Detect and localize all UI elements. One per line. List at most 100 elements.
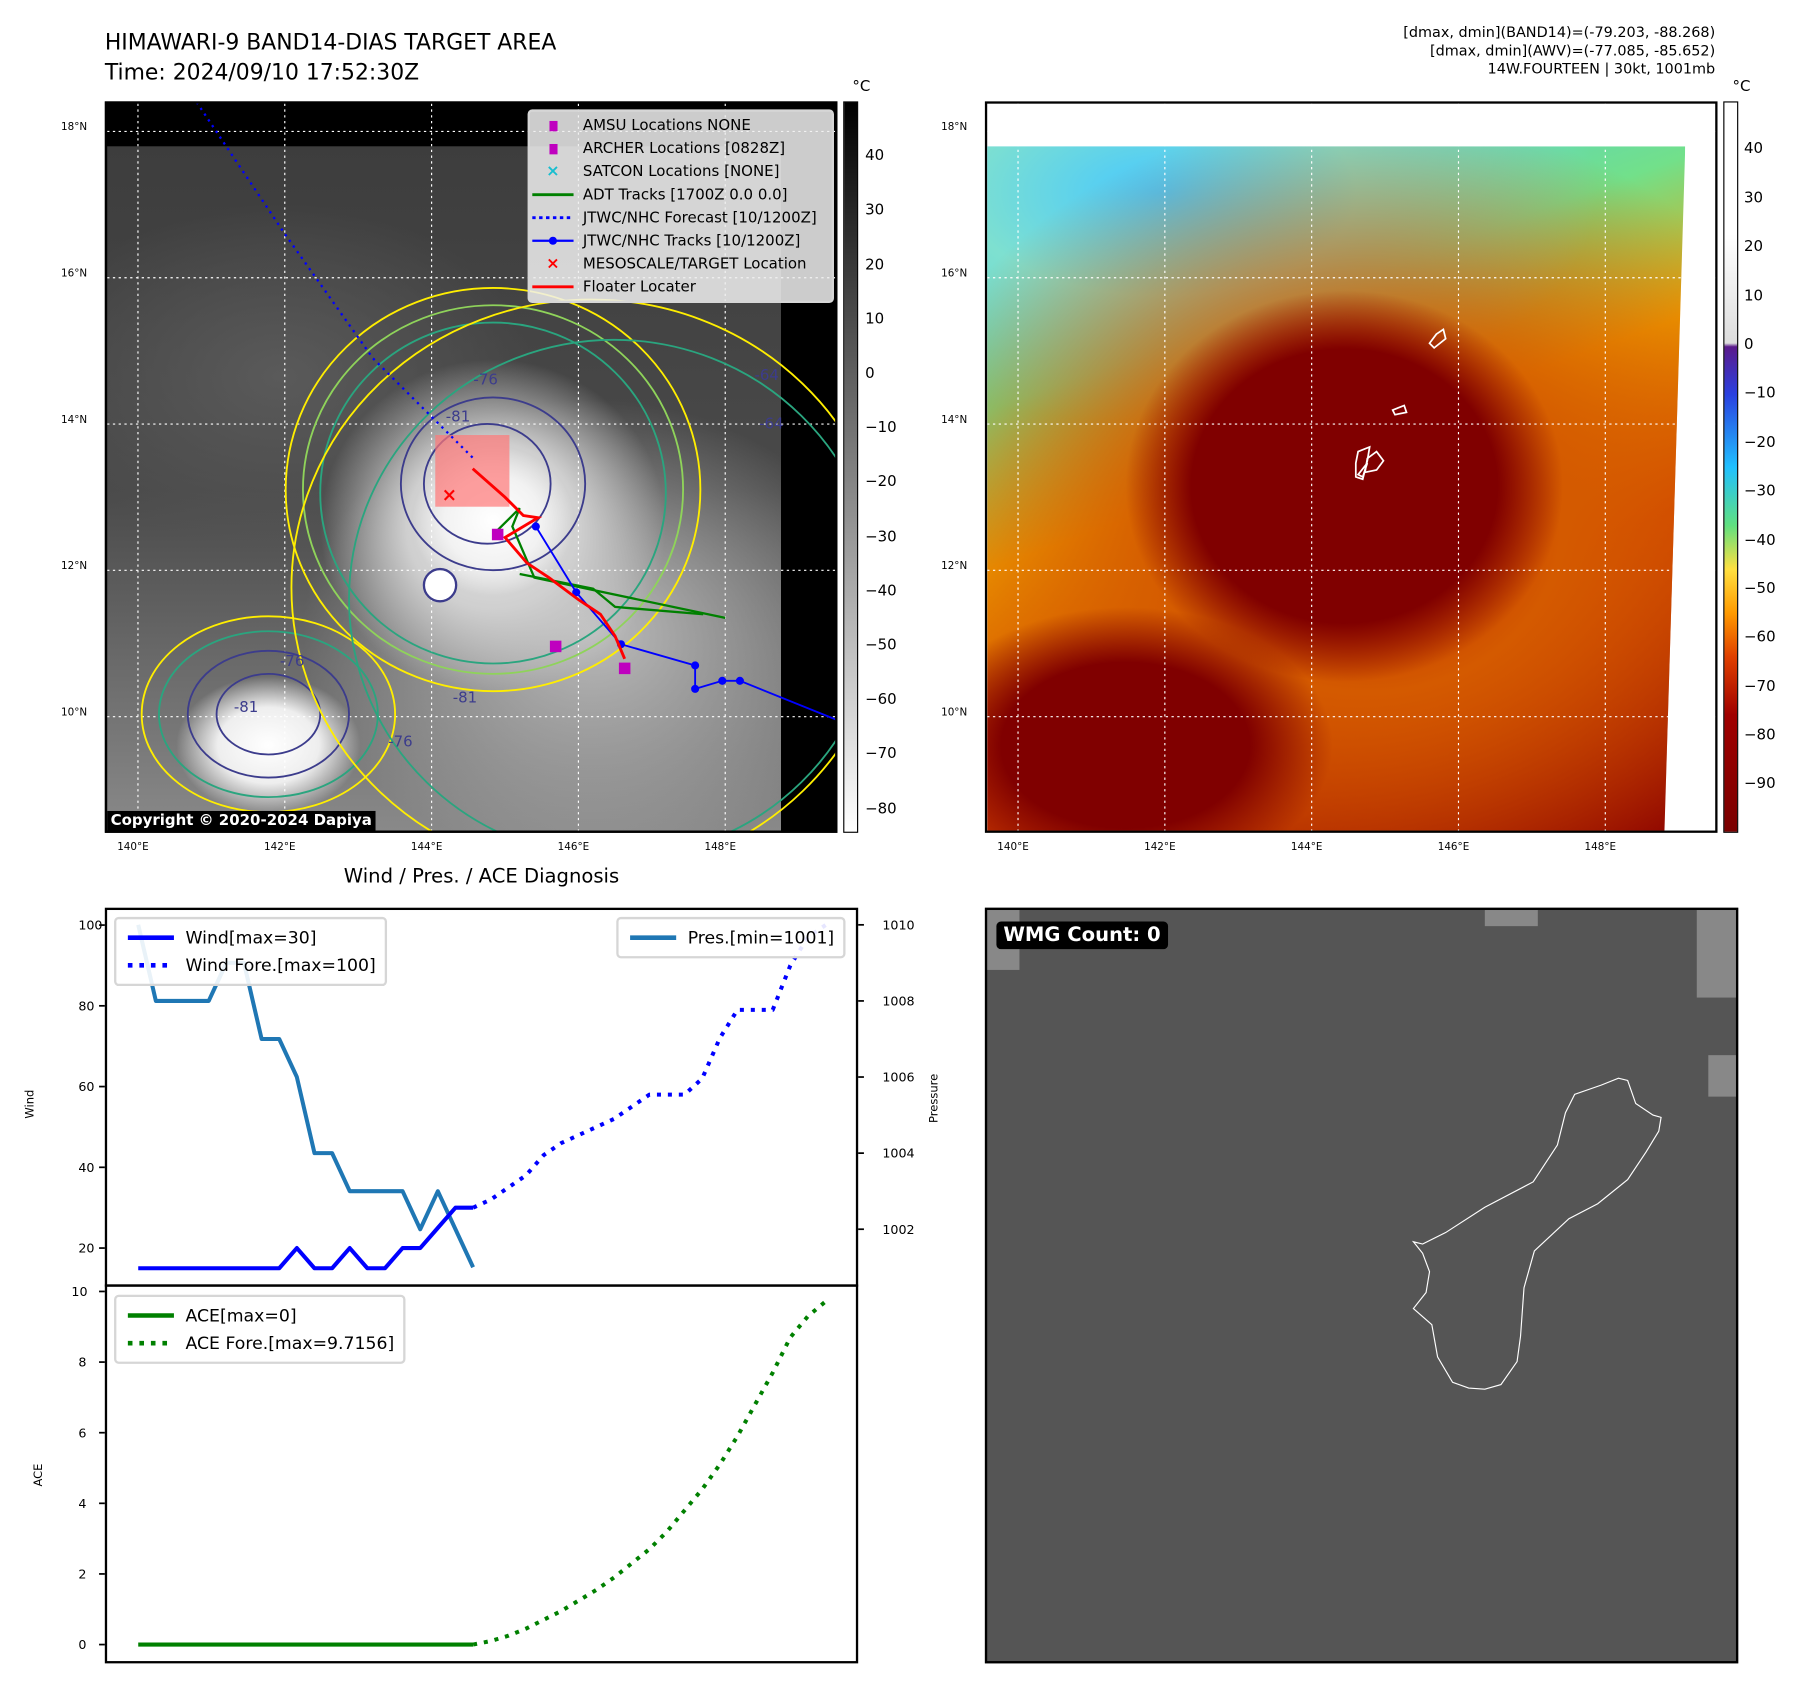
wind-legend-label: Wind[max=30] [185,927,317,949]
colorbar-tick-label: −40 [1744,531,1776,549]
info-storm: 14W.FOURTEEN | 30kt, 1001mb [1487,59,1716,78]
ace-axis-label: ACE [32,1463,46,1487]
legend-item: JTWC/NHC Tracks [10/1200Z] [530,229,832,252]
target-location-marker: × [442,485,457,506]
pressure-legend-label: Pres.[min=1001] [687,927,835,949]
colorbar-tick-label: 0 [1744,336,1754,354]
lon-tick-label: 148°E [704,842,737,854]
temperature-contour [399,396,587,572]
ace-swatch [127,1313,174,1318]
contour-label: -81 [446,408,470,426]
wind-tick-label: 100 [78,918,102,933]
lon-tick-label: 142°E [264,842,296,854]
lat-tick-label: 14°N [61,414,88,427]
ace-tick-label: 2 [78,1567,86,1582]
figure-info: [dmax, dmin](BAND14)=(-79.203, -88.268) … [1024,23,1715,78]
archer-location-marker [491,528,504,541]
jtwc-track-point [735,676,744,685]
legend-label: ADT Tracks [1700Z 0.0 0.0] [582,186,788,204]
info-band14: [dmax, dmin](BAND14)=(-79.203, -88.268) [1403,23,1716,41]
wmg-panel: WMG Count: 0 [984,907,1739,1664]
legend-label: JTWC/NHC Forecast [10/1200Z] [582,209,817,227]
ace-tick-label: 8 [78,1355,86,1370]
legend-item: ARCHER Locations [0828Z] [530,137,832,160]
wind-tick-label: 20 [78,1241,94,1256]
adt-track [496,507,726,620]
lat-tick-label: 16°N [61,268,88,281]
colorbar-tick-label: 20 [1744,238,1764,256]
adt-track [519,572,704,616]
legend-symbol [530,191,576,198]
colorbar-left-unit: °C [852,78,871,96]
temperature-contour [284,287,702,693]
map-legend: AMSU Locations NONE ARCHER Locations [082… [527,109,834,303]
ace-tick-label: 4 [78,1496,86,1511]
lon-tick-label: 144°E [410,842,443,854]
lon-tick-label: 148°E [1584,842,1617,854]
colorbar-tick-label: −80 [1744,726,1776,745]
map-overlay [987,103,1716,831]
temperature-contour [215,672,322,756]
temperature-contour [158,630,379,799]
colorbar-tick-label: −60 [1744,629,1776,647]
wind-forecast-line [472,923,827,1210]
colorbar-tick-label: −30 [865,528,897,546]
colorbar-tick-label: −70 [1744,678,1776,696]
colorbar-tick-label: −50 [865,637,897,655]
colorbar-tick-label: 20 [865,256,885,274]
contour-label: -76 [280,652,304,670]
ace-panel [104,1284,859,1664]
diagnosis-title: Wind / Pres. / ACE Diagnosis [343,865,620,889]
guam-outline [1354,445,1371,481]
wind-forecast-legend-label: Wind Fore.[max=100] [185,954,376,976]
jtwc-track-point [718,676,727,685]
contour-label: -81 [453,689,477,707]
contour-label: -81 [234,698,258,716]
ace-forecast-swatch [127,1340,174,1346]
lat-tick-label: 10°N [941,707,968,719]
legend-symbol [530,283,576,290]
figure-title: HIMAWARI-9 BAND14-DIAS TARGET AREA [104,29,557,56]
colorbar-tick-label: 0 [865,365,875,383]
wind-line [138,1205,474,1271]
lat-tick-label: 14°N [941,414,968,427]
target-area-box [435,435,510,507]
colorbar-tick-label: 40 [1744,140,1764,159]
colorbar-tick-label: 10 [1744,287,1764,305]
legend-symbol: × [546,254,560,274]
colorbar-tick-label: −70 [865,745,897,764]
legend-symbol [530,214,576,221]
guam-outline [1411,1077,1662,1390]
pressure-swatch [630,935,677,940]
legend-item: Floater Locater [530,275,832,298]
lat-tick-label: 12°N [61,561,88,573]
jtwc-track-point [691,684,700,693]
colorbar-tick-label: 40 [865,147,885,165]
lon-tick-label: 146°E [1437,842,1470,854]
pressure-tick-label: 1004 [882,1146,914,1161]
legend-label: SATCON Locations [NONE] [582,162,780,181]
lat-tick-label: 12°N [941,561,968,573]
lat-tick-label: 16°N [941,268,968,281]
copyright-label: Copyright © 2020-2024 Dapiya [107,810,376,831]
info-awv: [dmax, dmin](AWV)=(-77.085, -85.652) [1430,41,1716,59]
temperature-contour [302,304,685,675]
archer-location-marker [549,640,562,653]
wind-forecast-swatch [127,963,174,968]
pressure-tick-label: 1008 [882,994,914,1009]
lat-tick-label: 10°N [61,707,88,719]
colorbar-tick-label: −30 [1744,482,1776,501]
pressure-tick-label: 1010 [882,917,914,932]
colorbar-tick-label: −40 [865,582,897,600]
legend-label: MESOSCALE/TARGET Location [582,255,807,273]
temperature-contour [422,567,458,603]
archer-location-marker [618,662,631,675]
ace-tick-label: 6 [78,1425,86,1440]
temperature-contour [186,649,350,779]
legend-symbol [530,120,576,131]
ace-tick-label: 0 [78,1637,86,1652]
wind-tick-label: 40 [78,1160,94,1175]
jtwc-track-point [572,588,581,597]
colorbar-tick-label: −60 [865,691,897,709]
